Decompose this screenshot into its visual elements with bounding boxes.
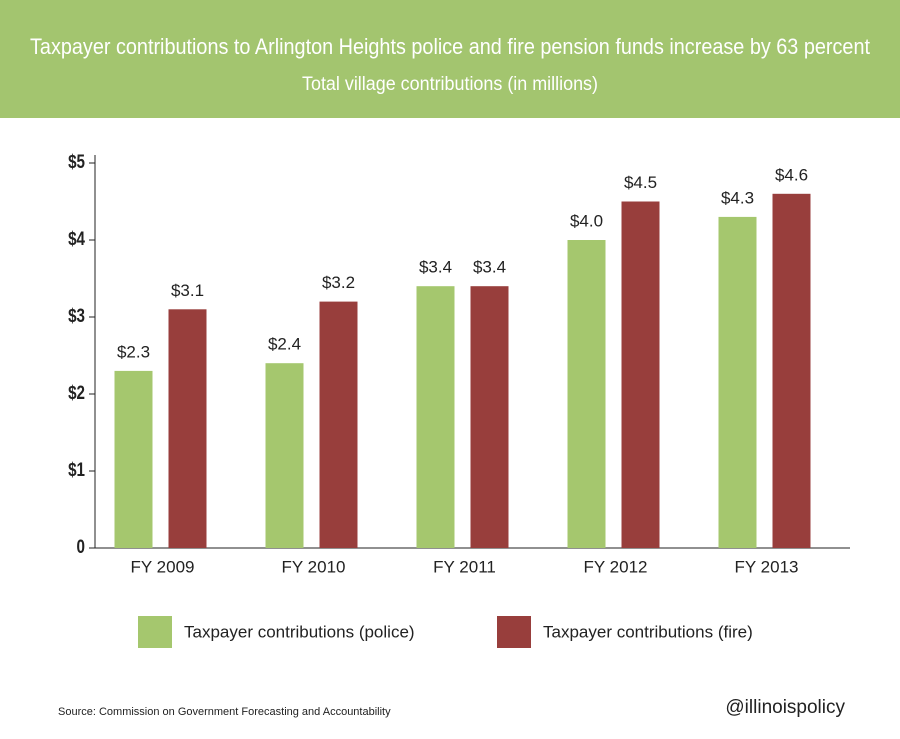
y-tick-label: $2 — [68, 381, 85, 403]
legend-label: Taxpayer contributions (fire) — [543, 622, 753, 641]
chart-title: Taxpayer contributions to Arlington Heig… — [30, 34, 870, 59]
bar — [416, 286, 455, 548]
credit: @illinoispolicy — [725, 697, 845, 718]
y-tick-label: 0 — [77, 535, 85, 557]
x-tick-label: FY 2011 — [433, 557, 496, 576]
y-tick-label: $1 — [68, 458, 85, 480]
y-tick-label: $3 — [68, 304, 85, 326]
value-label: $2.4 — [268, 335, 301, 354]
legend-swatch — [138, 616, 172, 648]
value-label: $3.4 — [473, 258, 506, 277]
bar — [567, 240, 606, 548]
value-label: $3.4 — [419, 258, 452, 277]
value-label: $3.1 — [171, 281, 204, 300]
bar — [718, 216, 757, 548]
x-tick-label: FY 2010 — [282, 557, 346, 576]
bar — [470, 286, 509, 548]
value-label: $4.0 — [570, 211, 603, 230]
bar — [621, 201, 660, 548]
bar — [168, 309, 207, 548]
legend-label: Taxpayer contributions (police) — [184, 622, 415, 641]
x-tick-label: FY 2012 — [584, 557, 648, 576]
bar — [265, 363, 304, 548]
y-tick-label: $5 — [68, 150, 85, 172]
value-label: $4.3 — [721, 188, 754, 207]
source: Source: Commission on Government Forecas… — [58, 706, 391, 718]
value-label: $3.2 — [322, 273, 355, 292]
chart-subtitle: Total village contributions (in millions… — [302, 74, 598, 95]
value-label: $4.5 — [624, 173, 657, 192]
header-band — [0, 0, 900, 118]
y-tick-label: $4 — [68, 227, 85, 249]
bar — [114, 370, 153, 548]
value-label: $2.3 — [117, 342, 150, 361]
bar — [772, 193, 811, 549]
x-tick-label: FY 2013 — [735, 557, 799, 576]
legend-swatch — [497, 616, 531, 648]
bar — [319, 301, 358, 548]
value-label: $4.6 — [775, 165, 808, 184]
x-tick-label: FY 2009 — [131, 557, 195, 576]
